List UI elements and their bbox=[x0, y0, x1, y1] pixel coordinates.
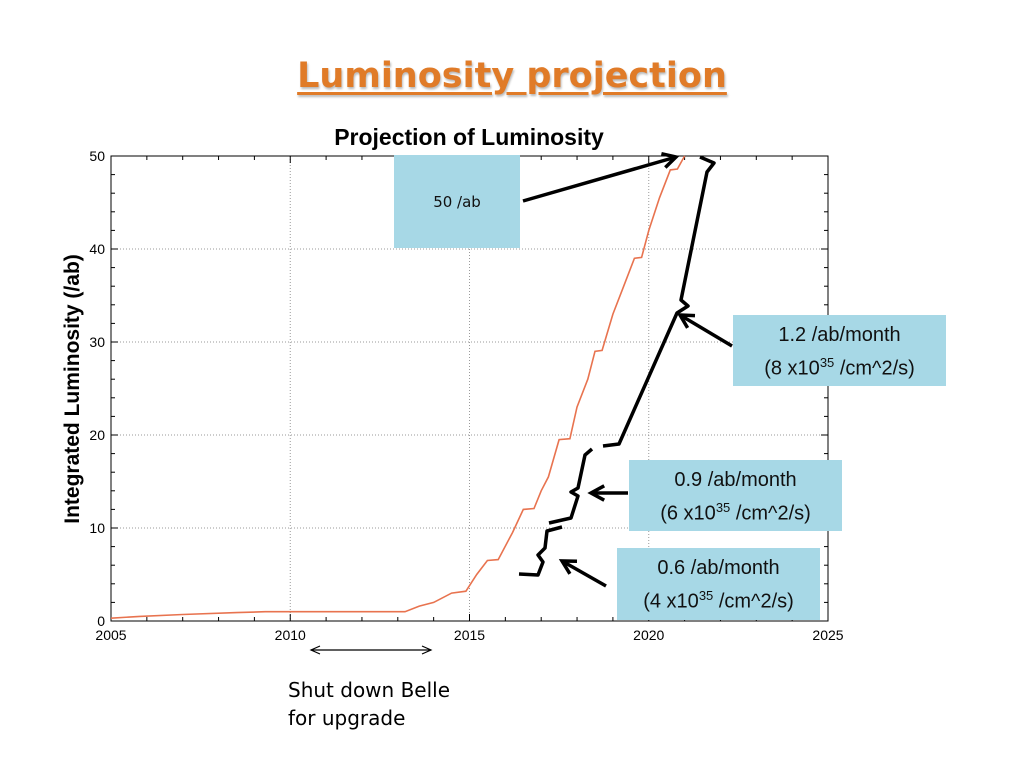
series-line-0 bbox=[110, 155, 686, 619]
shutdown-span-head-right bbox=[421, 645, 433, 655]
callout-rate-0-9-line1: 0.9 /ab/month bbox=[674, 469, 797, 491]
arrow-rate-0-9-head bbox=[587, 484, 606, 502]
y-tick-label: 10 bbox=[89, 520, 105, 536]
x-tick-label: 2005 bbox=[95, 627, 126, 643]
callout-rate-0-6-line2: (4 x1035 /cm^2/s) bbox=[643, 588, 794, 613]
callout-50-ab-text: 50 /ab bbox=[433, 192, 481, 211]
y-tick-label: 0 bbox=[97, 613, 105, 629]
shutdown-span-arrow bbox=[309, 645, 433, 655]
slide-title: Luminosity projection bbox=[0, 56, 1024, 96]
arrow-rate-0-9 bbox=[587, 484, 628, 502]
x-tick-label: 2010 bbox=[275, 627, 306, 643]
bracket-0-6 bbox=[518, 525, 563, 577]
bracket-0-9 bbox=[548, 447, 594, 525]
y-tick-label: 20 bbox=[89, 427, 105, 443]
shutdown-note-line1: Shut down Belle bbox=[288, 678, 451, 702]
callout-rate-1-2: 1.2 /ab/month (8 x1035 /cm^2/s) bbox=[733, 315, 946, 386]
chart-title: Projection of Luminosity bbox=[334, 124, 604, 150]
callout-rate-0-6: 0.6 /ab/month (4 x1035 /cm^2/s) bbox=[617, 548, 820, 620]
callout-rate-1-2-line1: 1.2 /ab/month bbox=[778, 324, 901, 346]
shutdown-note: Shut down Belle for upgrade bbox=[288, 676, 450, 732]
callout-50-ab: 50 /ab bbox=[394, 155, 520, 248]
shutdown-span-head-left bbox=[309, 645, 321, 655]
x-tick-label: 2025 bbox=[812, 627, 843, 643]
arrow-rate-1-2 bbox=[676, 313, 733, 348]
callout-rate-0-9-line2: (6 x1035 /cm^2/s) bbox=[660, 500, 811, 525]
slide-title-text: Luminosity projection bbox=[297, 56, 727, 96]
arrow-rate-1-2-head bbox=[676, 313, 696, 329]
bracket-1-2 bbox=[602, 155, 716, 448]
arrow-50-ab-head bbox=[661, 151, 680, 169]
annotation-arrows bbox=[309, 151, 733, 655]
arrow-rate-0-6-shaft bbox=[561, 559, 607, 588]
arrow-50-ab bbox=[522, 151, 680, 203]
y-tick-label: 50 bbox=[89, 148, 105, 164]
callout-rate-0-6-line1: 0.6 /ab/month bbox=[657, 557, 780, 579]
rate-brackets bbox=[518, 155, 716, 577]
callout-rate-1-2-line2: (8 x1035 /cm^2/s) bbox=[764, 355, 915, 380]
shutdown-note-line2: for upgrade bbox=[288, 706, 406, 730]
arrow-rate-0-6-head bbox=[558, 559, 578, 575]
arrow-rate-0-6 bbox=[558, 559, 607, 588]
series-layer bbox=[110, 155, 686, 619]
y-tick-label: 40 bbox=[89, 241, 105, 257]
y-axis-label: Integrated Luminosity (/ab) bbox=[61, 254, 84, 524]
arrow-rate-1-2-shaft bbox=[679, 313, 733, 348]
callout-rate-0-9: 0.9 /ab/month (6 x1035 /cm^2/s) bbox=[629, 460, 842, 531]
x-tick-label: 2020 bbox=[633, 627, 664, 643]
arrow-50-ab-shaft bbox=[522, 155, 677, 203]
x-tick-label: 2015 bbox=[454, 627, 485, 643]
y-tick-label: 30 bbox=[89, 334, 105, 350]
